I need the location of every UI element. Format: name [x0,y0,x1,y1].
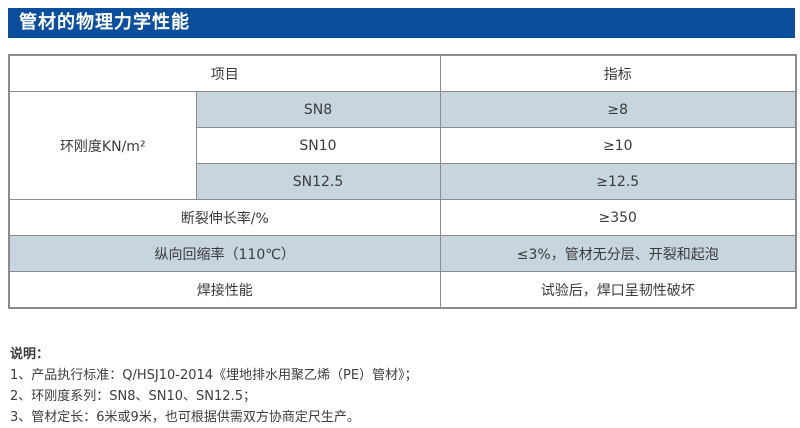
table-row-sn10: SN10 ≥10 [9,127,797,164]
column-header-item: 项目 [8,54,441,92]
table-header-row: 项目 指标 [8,54,797,92]
value-cell-sn8: ≥8 [439,91,797,128]
notes-section: 说明： 1、产品执行标准：Q/HSJ10-2014《埋地排水用聚乙烯（PE）管材… [10,344,418,428]
property-name-welding: 焊接性能 [8,271,441,309]
grade-cell-sn12-5: SN12.5 [195,163,441,200]
note-line-1: 1、产品执行标准：Q/HSJ10-2014《埋地排水用聚乙烯（PE）管材》； [10,368,418,383]
spec-table: 项目 指标 环刚度KN/m² SN8 ≥8 SN10 ≥10 SN12.5 ≥1… [8,54,797,309]
note-line-2: 2、环刚度系列：SN8、SN10、SN12.5； [10,389,256,404]
value-cell-sn12-5: ≥12.5 [439,163,797,200]
page-title: 管材的物理力学性能 [8,8,795,38]
property-value-elongation: ≥350 [439,199,797,236]
note-line-3: 3、管材定长：6米或9米，也可根据供需双方协商定尺生产。 [10,410,360,425]
property-value-shrinkage: ≤3%，管材无分层、开裂和起泡 [439,235,797,272]
property-name-shrinkage: 纵向回缩率（110℃） [8,235,441,272]
table-row-sn12-5: SN12.5 ≥12.5 [9,163,797,200]
table-row-elongation: 断裂伸长率/% ≥350 [8,199,797,236]
notes-heading: 说明： [10,347,50,362]
property-value-welding: 试验后，焊口呈韧性破坏 [439,271,797,309]
grade-cell-sn8: SN8 [195,91,441,128]
table-row-shrinkage: 纵向回缩率（110℃） ≤3%，管材无分层、开裂和起泡 [8,235,797,272]
table-row-sn8: 环刚度KN/m² SN8 ≥8 [8,91,797,200]
ring-stiffness-label: 环刚度KN/m² [8,91,197,200]
column-header-indicator: 指标 [439,54,797,92]
grade-cell-sn10: SN10 [195,127,441,164]
value-cell-sn10: ≥10 [439,127,797,164]
property-name-elongation: 断裂伸长率/% [8,199,441,236]
table-row-welding: 焊接性能 试验后，焊口呈韧性破坏 [8,271,797,309]
